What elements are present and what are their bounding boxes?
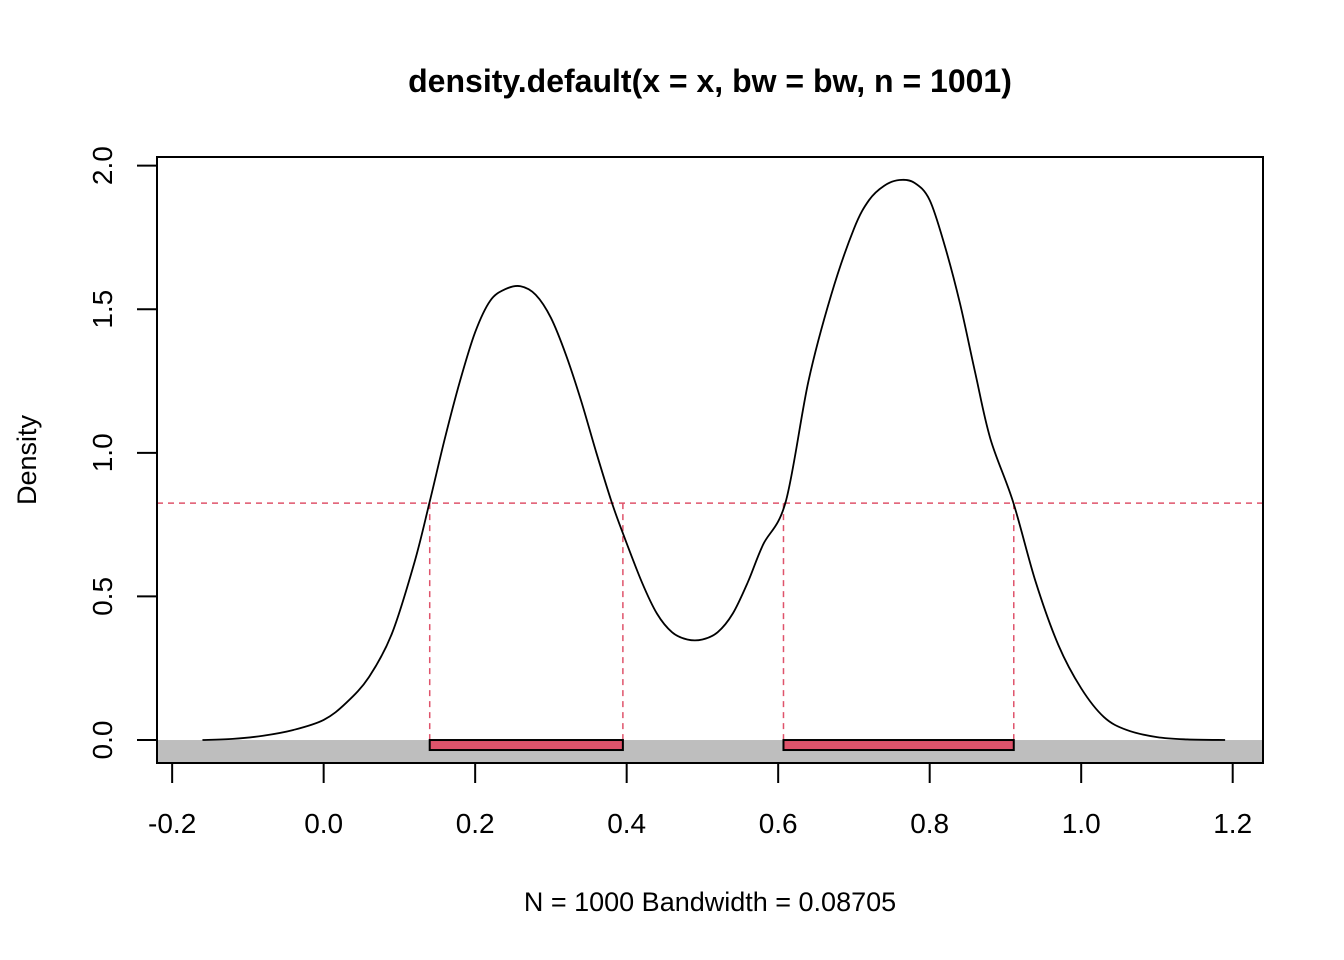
interval-bar-1 (428, 739, 624, 752)
x-tick-label: 0.6 (759, 808, 798, 839)
series-lines (202, 178, 1226, 741)
interval-bar-2 (782, 739, 1015, 752)
x-tick-label: 0.4 (607, 808, 646, 839)
y-tick-label: 0.0 (87, 721, 118, 760)
plot-frame (156, 156, 1264, 764)
y-tick-label: 1.5 (87, 290, 118, 329)
threshold-lines (157, 502, 1263, 741)
y-tick-label: 0.5 (87, 577, 118, 616)
baseline-band-fill (157, 740, 1263, 763)
y-tick-label: 1.0 (87, 433, 118, 472)
x-tick-label: 0.8 (910, 808, 949, 839)
x-axis-label: N = 1000 Bandwidth = 0.08705 (524, 887, 896, 917)
interval-bars (428, 739, 1015, 752)
y-axis-label: Density (12, 414, 42, 505)
baseline-band (157, 740, 1263, 763)
y-axis: 0.0 0.5 1.0 1.5 2.0 (87, 146, 158, 760)
x-tick-label: 0.0 (304, 808, 343, 839)
x-axis: -0.2 0.0 0.2 0.4 0.6 0.8 1.0 1.2 (148, 762, 1252, 839)
chart-title: density.default(x = x, bw = bw, n = 1001… (408, 63, 1012, 99)
y-tick-label: 2.0 (87, 146, 118, 185)
x-tick-label: 1.2 (1213, 808, 1252, 839)
density-curve (202, 178, 1226, 741)
x-tick-label: 0.2 (456, 808, 495, 839)
plot-area (157, 178, 1263, 763)
x-tick-label: 1.0 (1062, 808, 1101, 839)
x-tick-label: -0.2 (148, 808, 196, 839)
